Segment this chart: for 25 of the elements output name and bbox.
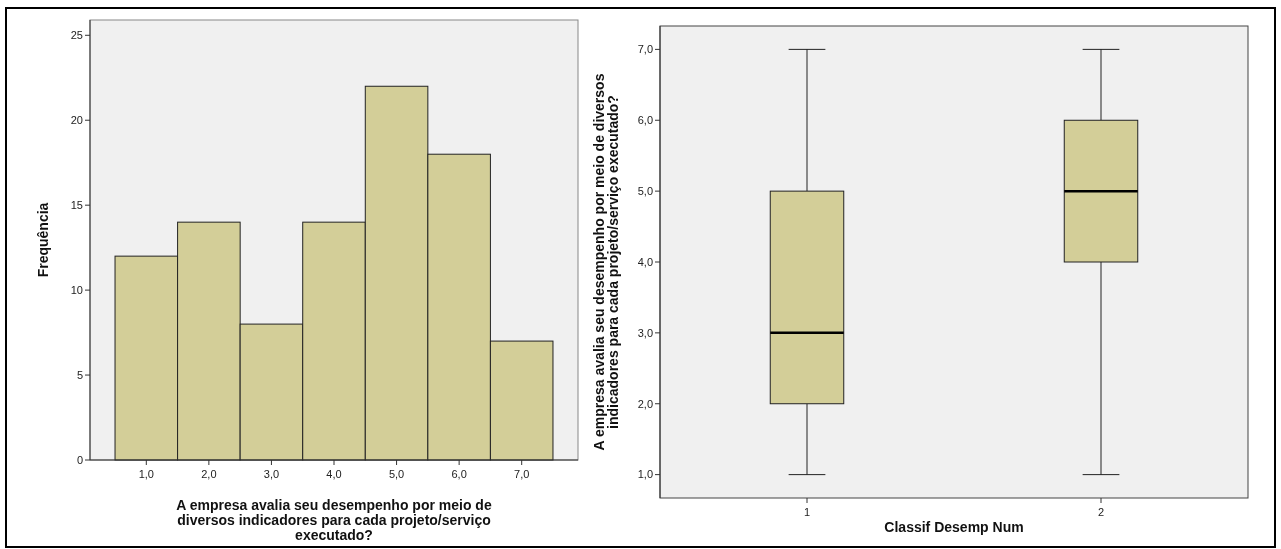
y-tick-label: 20: [70, 114, 83, 127]
x-tick-label: 1,0: [138, 468, 154, 480]
y-tick-label: 3,0: [637, 326, 653, 339]
x-tick-label: 2,0: [201, 468, 217, 480]
x-tick-label: 4,0: [326, 468, 342, 480]
x-tick-label: 7,0: [514, 468, 530, 480]
y-tick-label: 5,0: [637, 184, 653, 197]
y-tick-label: 7,0: [637, 43, 653, 56]
x-tick-label: 1: [803, 506, 811, 518]
x-tick-label: 2: [1097, 506, 1105, 518]
x-tick-label: 3,0: [263, 468, 280, 480]
y-tick-label: 6,0: [637, 114, 653, 127]
y-tick-label: 4,0: [637, 255, 653, 268]
x-tick-label: 5,0: [388, 468, 405, 480]
y-tick-label: 2,0: [637, 397, 653, 410]
x-axis-title: A empresa avalia seu desempenho por meio de diversos indicadores para cada projeto/serviço executado?: [176, 497, 492, 543]
y-axis-title: Frequência: [35, 202, 51, 278]
x-tick-label: 6,0: [451, 468, 467, 480]
y-tick-label: 25: [70, 29, 83, 42]
x-axis-title: Classif Desemp Num: [884, 519, 1024, 535]
y-tick-label: 10: [70, 283, 83, 296]
y-axis-title: A empresa avalia seu desempenho por meio de diversos indicadores para cada projeto/serviço executado?: [591, 73, 621, 451]
y-tick-label: 15: [70, 199, 83, 212]
y-tick-label: 5: [76, 368, 83, 381]
y-tick-label: 0: [76, 453, 83, 466]
